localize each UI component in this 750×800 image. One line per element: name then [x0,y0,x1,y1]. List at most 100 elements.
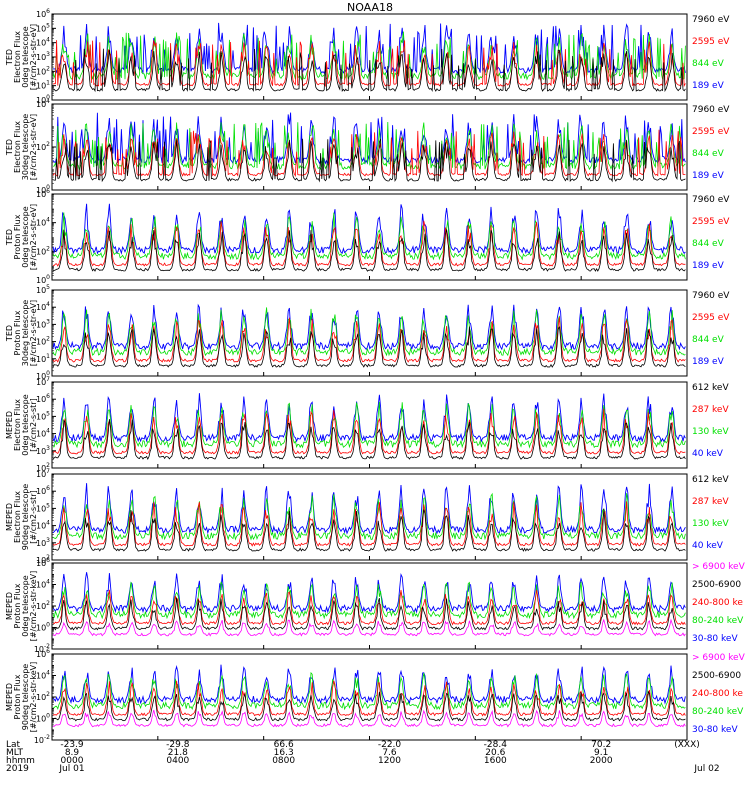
legend-entry: 40 keV [692,449,724,459]
x-label-lat: -23.9 [60,740,84,750]
legend-entry: 30-80 keV [692,634,738,644]
y-tick-label: 104 [36,579,50,590]
y-tick-label: 106 [36,648,50,659]
trace-blue [52,393,686,443]
y-axis-label: Proton Flux [13,214,22,259]
y-tick-label: 102 [36,65,50,76]
trace-green [52,307,686,357]
y-tick-label: 10-2 [34,734,50,745]
y-tick-label: 100 [36,274,50,285]
panel-3: 100 102 104 106 TED Proton Flux 0deg telescope… [5,188,730,285]
y-axis-label: Electron Flux [13,491,22,543]
y-axis-label: 90deg telescope [21,664,30,731]
y-tick-label: 104 [36,301,50,312]
x-label-mlt: 7.6 [382,748,397,758]
trace-red [52,408,686,455]
y-axis-label: [#/cm2-s-str] [29,490,38,543]
legend-entry: 80-240 keV [692,616,744,626]
y-tick-label: 107 [36,468,50,479]
footer-row-label: Lat [6,740,21,750]
panel-1: 100 101 102 103 104 105 106 TED Electron Flux 0de… [5,8,730,105]
legend-entry: 40 keV [692,541,724,551]
traces [52,664,686,728]
trace-blue [52,572,686,614]
panel-frame [51,381,688,469]
y-axis-label: [#/cm2-s-str-keV] [29,571,38,642]
trace-green [52,581,686,620]
x-label-lat: -29.8 [166,740,190,750]
legend-entry: 189 eV [692,81,725,91]
y-tick-label: 104 [36,217,50,228]
traces [52,22,686,93]
y-tick-label: 105 [36,22,50,33]
trace-blue [52,664,686,705]
panel-frame [51,193,688,281]
x-label-mlt: 21.8 [168,748,188,758]
x-label-date: Jul 01 [58,764,84,774]
x-label-hhmm: 2000 [590,756,613,766]
legend-entry: 7960 eV [692,105,730,115]
y-axis-label: [#/cm2-s-str-eV] [29,24,38,90]
x-label-mlt: 9.1 [594,748,608,758]
trace-red [52,317,686,363]
y-tick-label: 103 [36,537,50,548]
panel-7: 10-2 100 102 104 106 MEPED Proton Flux 0deg tel… [5,557,746,654]
legend-entry: 2500-6900 [692,580,741,590]
x-label-date: Jul 02 [693,764,719,774]
legend-entry: 2595 eV [692,313,730,323]
trace-black [52,48,686,93]
y-axis-label: [#/cm2-s-str-eV] [29,114,38,180]
y-tick-label: 105 [36,502,50,513]
legend-entry: 240-800 ke [692,689,743,699]
y-axis-label: 30deg telescope [21,300,30,367]
y-tick-label: 105 [36,284,50,295]
y-tick-label: 103 [36,318,50,329]
traces [52,572,686,637]
footer-row-label: MLT [6,748,24,758]
y-axis-label: 30deg telescope [21,114,30,181]
legend-entry: 130 keV [692,519,729,529]
legend-entry: 80-240 keV [692,707,744,717]
y-tick-label: 102 [36,600,50,611]
legend-entry: > 6900 keV [692,653,746,663]
y-axis-label: [#/cm2-s-str] [29,398,38,451]
y-axis-label: Proton Flux [13,674,22,719]
legend-entry: 2595 eV [692,37,730,47]
legend-entry: 30-80 keV [692,725,738,735]
y-axis-label: Electron Flux [13,31,22,83]
legend-entry: 287 keV [692,405,729,415]
y-tick-label: 105 [36,410,50,421]
y-axis-label: 0deg telescope [21,575,30,636]
y-axis-label: 0deg telescope [21,206,30,267]
legend-entry: 130 keV [692,427,729,437]
y-axis-label: TED [5,139,14,156]
y-tick-label: 104 [36,520,50,531]
trace-magenta [52,709,686,728]
y-tick-label: 103 [36,51,50,62]
legend-entry: 2500-6900 [692,671,741,681]
panel-8: 10-2 100 102 104 106 MEPED Proton Flux 90deg te… [5,648,746,745]
y-axis-label: 0deg telescope [21,394,30,455]
traces [52,203,686,272]
y-tick-label: 10-2 [34,643,50,654]
trace-green [52,212,686,261]
trace-black [52,508,686,552]
x-label-lat: -22.0 [378,740,402,750]
y-tick-label: 103 [36,445,50,456]
trace-green [52,671,686,711]
trace-blue [52,203,686,255]
y-axis-label: TED [5,229,14,246]
trace-green [52,492,686,541]
traces [52,112,686,183]
y-tick-label: 102 [36,691,50,702]
x-label-lat: 70.2 [591,740,611,750]
y-tick-label: 102 [36,245,50,256]
y-tick-label: 106 [36,188,50,199]
panel-4: 100 101 102 103 104 105 TED Proton Flux 30deg te… [5,284,730,381]
x-label-hhmm: 0800 [272,756,295,766]
y-axis-label: 0deg telescope [21,26,30,87]
trace-black [52,229,686,272]
x-end-label: (XXX) [674,740,700,750]
